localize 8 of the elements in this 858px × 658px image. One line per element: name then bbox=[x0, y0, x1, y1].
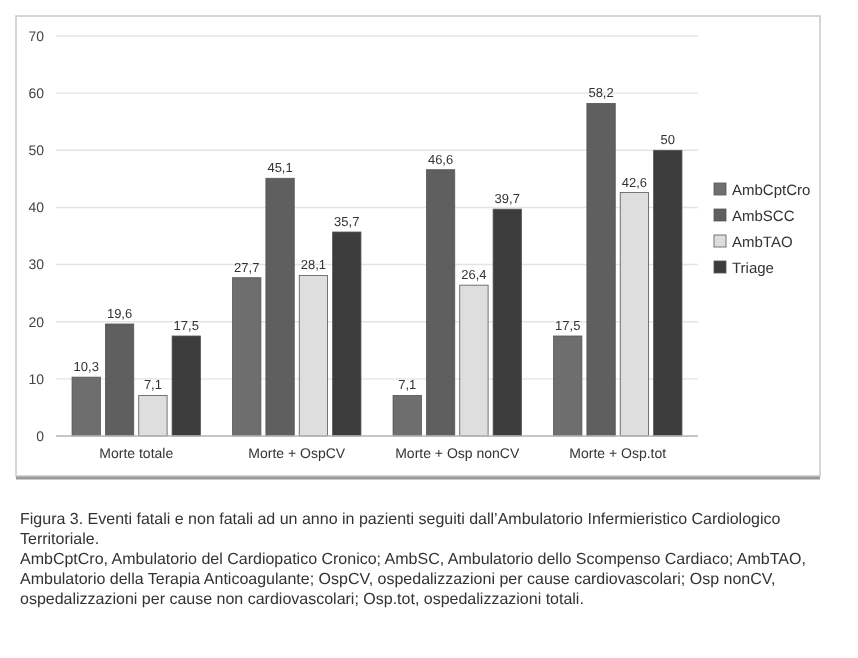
bar bbox=[426, 169, 456, 437]
text: AmbCptCro, Ambulatorio del Cardiopatico Cronico; AmbSC, Ambulatorio dello Scompenso Cardiaco; AmbTAO, Ambulatorio della Terapia Anticoagulante; OspCV, ospedalizzazioni per cause cardiovascolari; Osp nonCV, ospedalizzazioni per cause non cardiovascolari; Osp.tot, ospedalizzazioni totali. bbox=[20, 550, 806, 608]
bar bbox=[392, 395, 422, 437]
text: Figura 3. Eventi fatali e non fatali ad un anno in pazienti seguiti dall’Ambulatorio Infermieristico Cardiologico Territoriale. bbox=[20, 510, 782, 548]
bar bbox=[653, 149, 683, 437]
bar bbox=[332, 231, 362, 437]
bar bbox=[71, 376, 101, 437]
bar bbox=[105, 323, 135, 437]
